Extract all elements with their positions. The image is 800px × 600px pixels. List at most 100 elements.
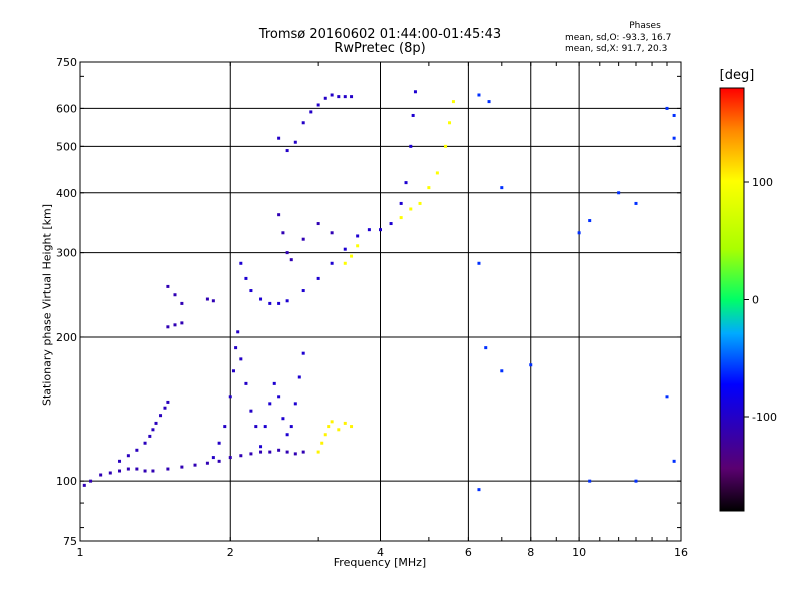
data-point: [217, 441, 221, 445]
data-point: [223, 425, 227, 429]
data-point: [217, 459, 221, 463]
x-tick-label: 8: [527, 546, 534, 559]
data-point: [281, 231, 285, 235]
data-point: [118, 459, 122, 463]
data-point: [588, 219, 592, 223]
data-point: [293, 402, 297, 406]
data-point: [330, 261, 334, 265]
data-point: [399, 216, 403, 220]
data-point: [249, 289, 253, 293]
x-tick-label: 6: [465, 546, 472, 559]
data-point: [411, 113, 415, 117]
data-point: [350, 425, 354, 429]
data-point: [148, 434, 152, 438]
data-point: [249, 452, 253, 456]
data-point: [448, 121, 452, 125]
data-point: [272, 381, 276, 385]
data-point: [634, 201, 638, 205]
data-point: [367, 228, 371, 232]
data-point: [154, 421, 158, 425]
data-point: [205, 461, 209, 465]
data-point: [268, 450, 272, 454]
data-point: [143, 469, 147, 473]
data-point: [268, 402, 272, 406]
phases-legend-title: Phases: [629, 21, 661, 31]
x-tick-label: 2: [227, 546, 234, 559]
data-point: [389, 222, 393, 226]
data-point: [236, 330, 240, 334]
x-tick-label: 10: [572, 546, 586, 559]
data-point: [205, 297, 209, 301]
data-point: [289, 258, 293, 262]
data-point: [259, 445, 263, 449]
data-point: [343, 247, 347, 251]
data-point: [89, 479, 93, 483]
data-point: [330, 93, 334, 97]
data-point: [337, 95, 341, 99]
data-point: [135, 467, 139, 471]
data-point: [343, 421, 347, 425]
data-point: [193, 463, 197, 467]
data-point: [166, 325, 170, 329]
data-point: [409, 207, 413, 211]
y-tick-label: 200: [56, 331, 77, 344]
data-point: [166, 284, 170, 288]
data-point: [427, 186, 431, 190]
data-point: [249, 409, 253, 413]
data-point: [316, 103, 320, 107]
data-point: [451, 100, 455, 104]
data-point: [285, 450, 289, 454]
data-point: [323, 433, 327, 437]
data-point: [413, 90, 417, 94]
colorbar-tick-label: 100: [752, 176, 773, 189]
data-point: [166, 467, 170, 471]
data-point: [293, 452, 297, 456]
data-point: [231, 369, 235, 373]
data-point: [254, 425, 258, 429]
data-point: [151, 469, 155, 473]
data-point: [166, 400, 170, 404]
data-point: [301, 450, 305, 454]
data-point: [301, 289, 305, 293]
data-point: [330, 420, 334, 424]
data-point: [239, 357, 243, 361]
data-point: [301, 237, 305, 241]
chart-title: Tromsø 20160602 01:44:00-01:45:43: [258, 27, 502, 42]
data-point: [173, 293, 177, 297]
y-tick-label: 100: [56, 475, 77, 488]
data-point: [477, 93, 481, 97]
data-point: [301, 121, 305, 125]
data-point: [487, 100, 491, 104]
data-point: [285, 433, 289, 437]
phases-legend-o-mode: mean, sd,O: -93.3, 16.7: [565, 33, 672, 43]
data-point: [588, 479, 592, 483]
y-tick-label: 750: [56, 56, 77, 69]
data-point: [82, 483, 86, 487]
data-point: [672, 113, 676, 117]
data-point: [277, 395, 281, 399]
data-point: [228, 395, 232, 399]
data-point: [320, 441, 324, 445]
data-point: [268, 301, 272, 305]
data-point: [500, 186, 504, 190]
colorbar-tick-label: 0: [752, 294, 759, 307]
x-tick-label: 1: [77, 546, 84, 559]
chart-subtitle: RwPretec (8p): [334, 41, 426, 56]
data-point: [404, 181, 408, 185]
data-point: [143, 441, 147, 445]
data-point: [126, 467, 130, 471]
data-point: [577, 231, 581, 235]
data-point: [399, 201, 403, 205]
y-tick-label: 300: [56, 247, 77, 260]
data-point: [529, 363, 533, 367]
y-tick-label: 400: [56, 187, 77, 200]
data-point: [343, 261, 347, 265]
data-point: [277, 301, 281, 305]
data-point: [500, 369, 504, 373]
data-point: [108, 471, 112, 475]
colorbar: [719, 87, 745, 512]
data-point: [477, 261, 481, 265]
data-point: [126, 454, 130, 458]
data-point: [350, 95, 354, 99]
data-point: [263, 425, 267, 429]
